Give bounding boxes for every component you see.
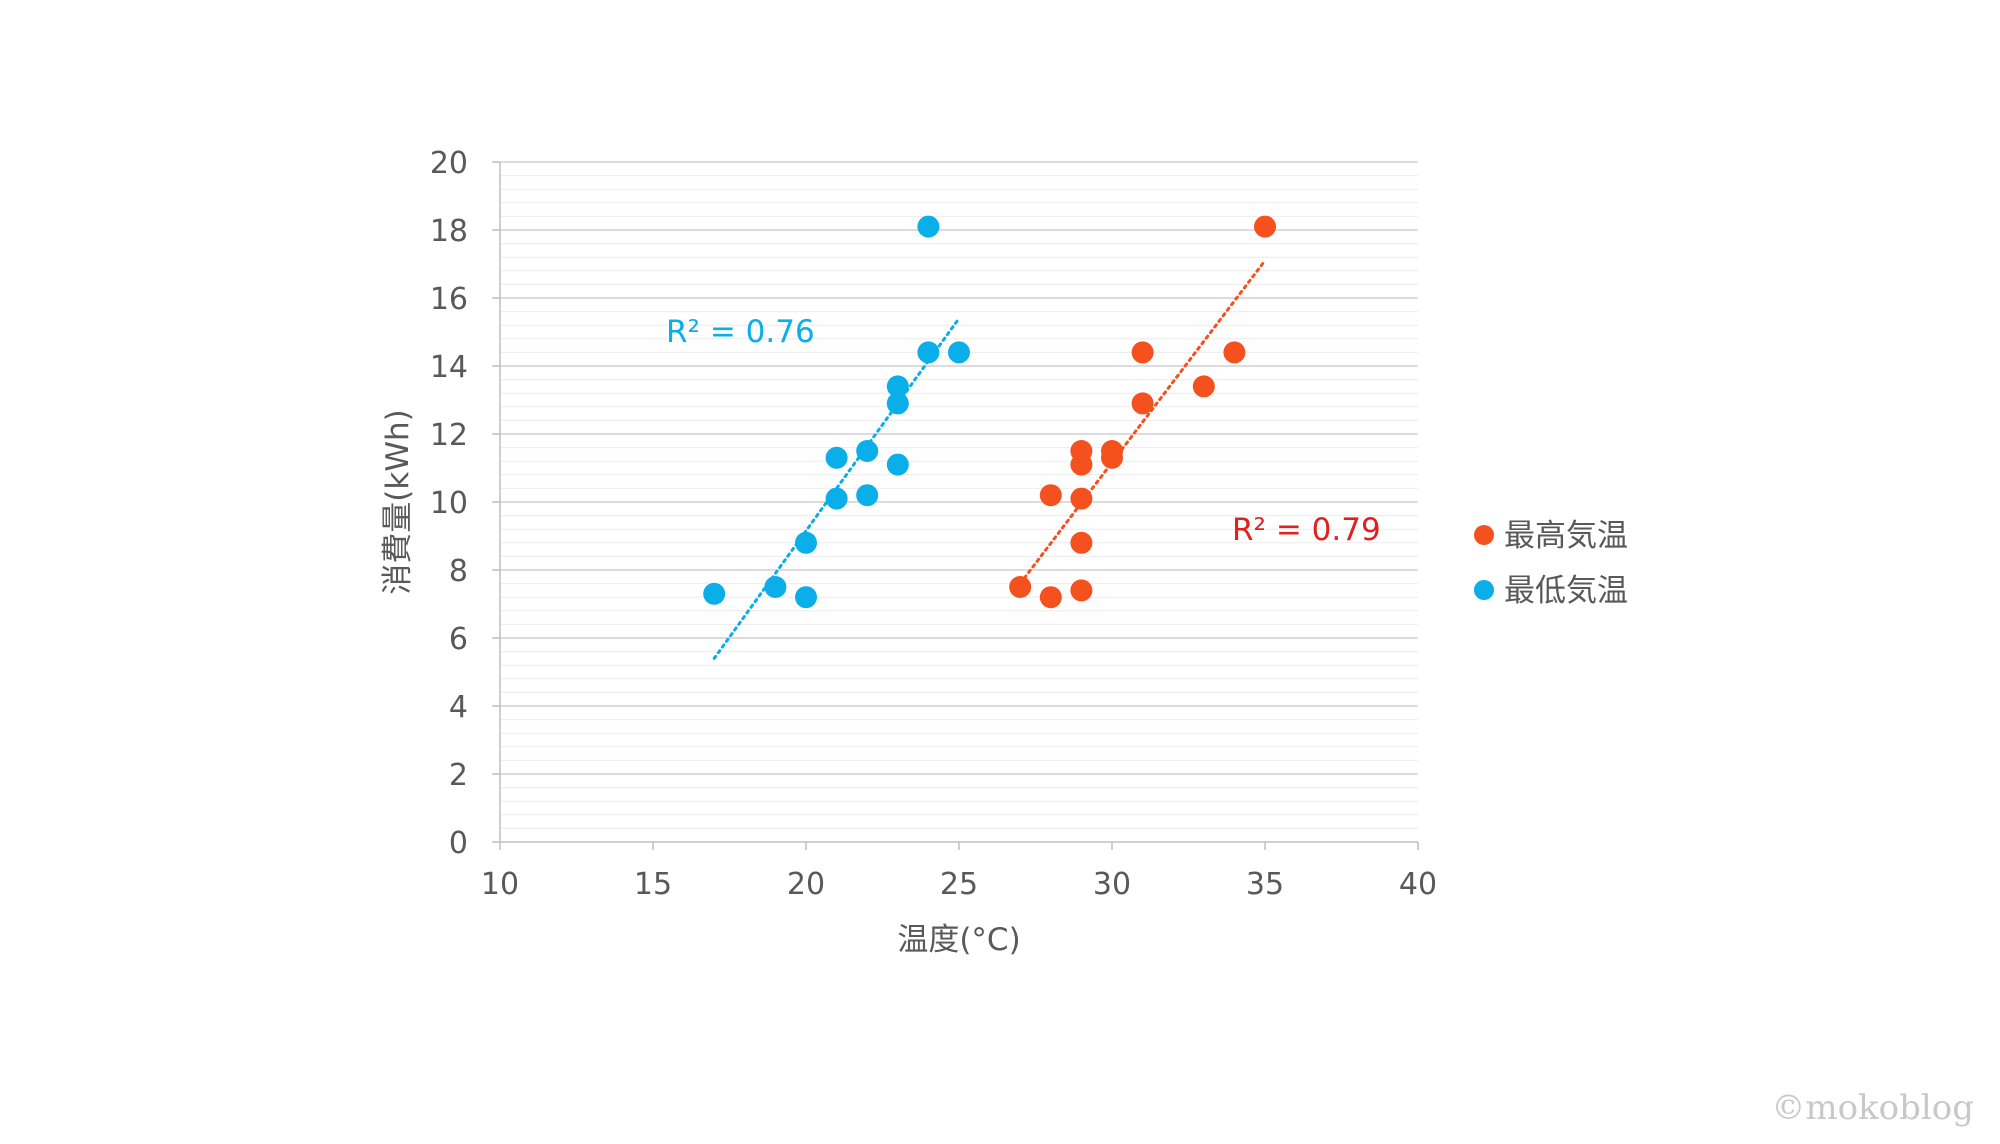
data-point-series-1 xyxy=(1009,576,1031,598)
y-tick-label: 16 xyxy=(430,282,468,317)
grid xyxy=(500,162,1418,828)
data-point-series-1 xyxy=(1193,375,1215,397)
y-tick-label: 0 xyxy=(449,826,468,861)
x-tick-label: 40 xyxy=(1399,867,1437,902)
data-point-series-1 xyxy=(1070,579,1092,601)
axes: 0 2 4 6 8 10 12 14 16 18 20 10 15 20 25 30 35 40 温度(°C) 消費量… xyxy=(380,146,1437,958)
data-point-series-1 xyxy=(1101,440,1123,462)
data-point-series-2 xyxy=(917,341,939,363)
y-tick-label: 20 xyxy=(430,146,468,181)
r2-label-series-1: R² = 0.79 xyxy=(1232,512,1381,548)
data-point-series-1 xyxy=(1254,216,1276,238)
data-point-series-1 xyxy=(1070,440,1092,462)
x-tick-label: 25 xyxy=(940,867,978,902)
data-point-series-1 xyxy=(1070,488,1092,510)
data-point-series-2 xyxy=(826,447,848,469)
data-point-series-2 xyxy=(764,576,786,598)
data-point-series-2 xyxy=(856,484,878,506)
y-tick-label: 10 xyxy=(430,486,468,521)
data-point-series-2 xyxy=(917,216,939,238)
data-point-series-2 xyxy=(887,454,909,476)
data-points xyxy=(703,216,1276,609)
y-tick-label: 2 xyxy=(449,758,468,793)
data-point-series-2 xyxy=(826,488,848,510)
y-axis-title: 消費量(kWh) xyxy=(380,409,416,594)
y-tick-label: 14 xyxy=(430,350,468,385)
x-tick-label: 20 xyxy=(787,867,825,902)
trendline-series-1 xyxy=(1020,261,1265,584)
legend-marker xyxy=(1474,525,1494,545)
x-tick-label: 30 xyxy=(1093,867,1131,902)
r2-label-series-2: R² = 0.76 xyxy=(666,314,815,350)
data-point-series-1 xyxy=(1132,392,1154,414)
data-point-series-2 xyxy=(795,586,817,608)
data-point-series-1 xyxy=(1132,341,1154,363)
y-tick-label: 8 xyxy=(449,554,468,589)
y-tick-label: 6 xyxy=(449,622,468,657)
data-point-series-2 xyxy=(948,341,970,363)
data-point-series-1 xyxy=(1040,484,1062,506)
legend-label: 最高気温 xyxy=(1504,518,1628,554)
data-point-series-1 xyxy=(1070,532,1092,554)
legend-marker xyxy=(1474,580,1494,600)
data-point-series-2 xyxy=(887,375,909,397)
data-point-series-2 xyxy=(795,532,817,554)
labels: R² = 0.79 R² = 0.76 xyxy=(666,314,1381,548)
y-tick-label: 12 xyxy=(430,418,468,453)
data-point-series-2 xyxy=(856,440,878,462)
x-axis-title: 温度(°C) xyxy=(897,922,1020,958)
x-tick-label: 15 xyxy=(634,867,672,902)
x-tick-label: 10 xyxy=(481,867,519,902)
data-point-series-2 xyxy=(703,583,725,605)
watermark: ©mokoblog xyxy=(1771,1088,1974,1128)
legend-label: 最低気温 xyxy=(1504,573,1628,609)
y-tick-label: 4 xyxy=(449,690,468,725)
data-point-series-1 xyxy=(1040,586,1062,608)
y-tick-label: 18 xyxy=(430,214,468,249)
data-point-series-1 xyxy=(1223,341,1245,363)
x-tick-label: 35 xyxy=(1246,867,1284,902)
